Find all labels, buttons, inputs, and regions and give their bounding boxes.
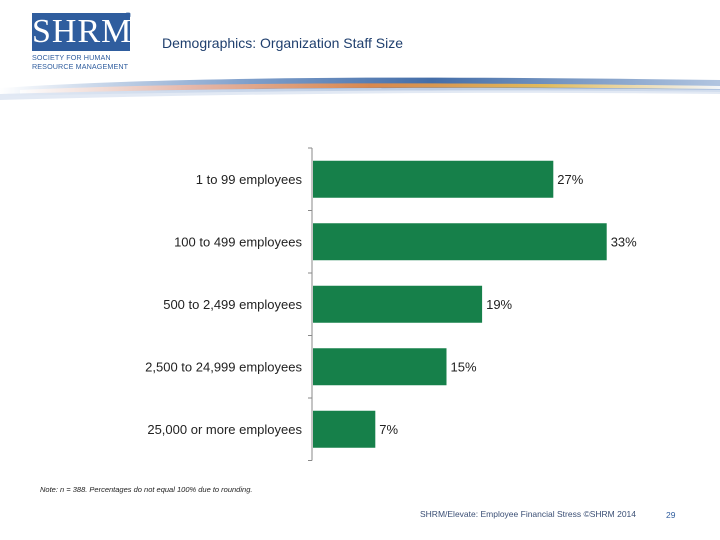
data-label: 27% (557, 172, 583, 187)
chart-note: Note: n = 388. Percentages do not equal … (40, 485, 253, 494)
staff-size-bar-chart: 1 to 99 employees 27% 100 to 499 employees… (145, 147, 637, 461)
bar-2 (313, 223, 607, 261)
slide-title: Demographics: Organization Staff Size (162, 35, 403, 51)
decorative-banner (0, 77, 720, 100)
logo-box (32, 13, 130, 51)
logo-text: SHRM (32, 13, 133, 50)
logo-subtitle: SOCIETY FOR HUMAN RESOURCE MANAGEMENT (32, 53, 129, 71)
category-label: 500 to 2,499 employees (163, 297, 302, 312)
category-label: 2,500 to 24,999 employees (145, 359, 302, 374)
category-label: 1 to 99 employees (196, 172, 303, 187)
data-label: 15% (451, 359, 477, 374)
shrm-logo: SHRM ® SOCIETY FOR HUMAN RESOURCE MANAGE… (32, 11, 134, 73)
logo-registered-mark: ® (125, 11, 131, 20)
bar-5 (313, 410, 376, 448)
source-footer: SHRM/Elevate: Employee Financial Stress … (420, 509, 637, 519)
data-label: 7% (379, 422, 398, 437)
bar-1 (313, 160, 554, 198)
category-label: 100 to 499 employees (174, 234, 302, 249)
data-label: 33% (611, 234, 637, 249)
bar-4 (313, 348, 447, 386)
data-label: 19% (486, 297, 512, 312)
bar-3 (313, 285, 483, 323)
page-number: 29 (666, 510, 676, 520)
category-label: 25,000 or more employees (147, 422, 302, 437)
